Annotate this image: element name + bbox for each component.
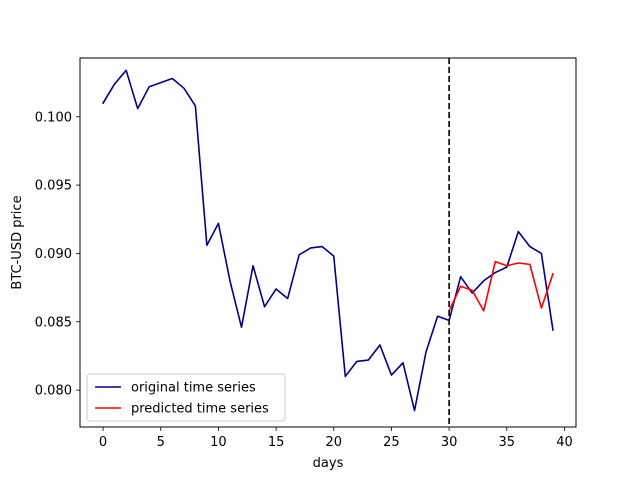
x-tick-label: 30 xyxy=(441,435,458,450)
y-tick-label: 0.085 xyxy=(35,315,72,330)
x-tick-label: 0 xyxy=(99,435,107,450)
series-line-original xyxy=(101,69,554,412)
y-tick-label: 0.095 xyxy=(35,179,72,194)
y-tick-label: 0.100 xyxy=(35,110,72,125)
x-tick-label: 10 xyxy=(210,435,227,450)
legend: original time series predicted time seri… xyxy=(86,373,286,422)
y-tick-label: 0.090 xyxy=(35,247,72,262)
x-axis: 0 5 10 15 20 25 30 35 40 xyxy=(99,427,573,450)
y-tick-label: 0.080 xyxy=(35,384,72,399)
x-tick-label: 40 xyxy=(556,435,573,450)
plot-area xyxy=(101,58,554,427)
x-axis-label: days xyxy=(313,456,344,471)
legend-label-original: original time series xyxy=(131,381,256,396)
x-tick-label: 15 xyxy=(268,435,285,450)
plot-frame xyxy=(79,57,577,428)
series-line-predicted xyxy=(448,260,554,312)
legend-box xyxy=(86,373,286,422)
y-axis: 0.080 0.085 0.090 0.095 0.100 xyxy=(35,110,80,399)
x-tick-label: 20 xyxy=(325,435,342,450)
x-tick-label: 25 xyxy=(383,435,400,450)
x-tick-label: 5 xyxy=(157,435,165,450)
y-axis-label: BTC-USD price xyxy=(10,195,25,289)
legend-label-predicted: predicted time series xyxy=(131,402,269,417)
x-tick-label: 35 xyxy=(499,435,516,450)
